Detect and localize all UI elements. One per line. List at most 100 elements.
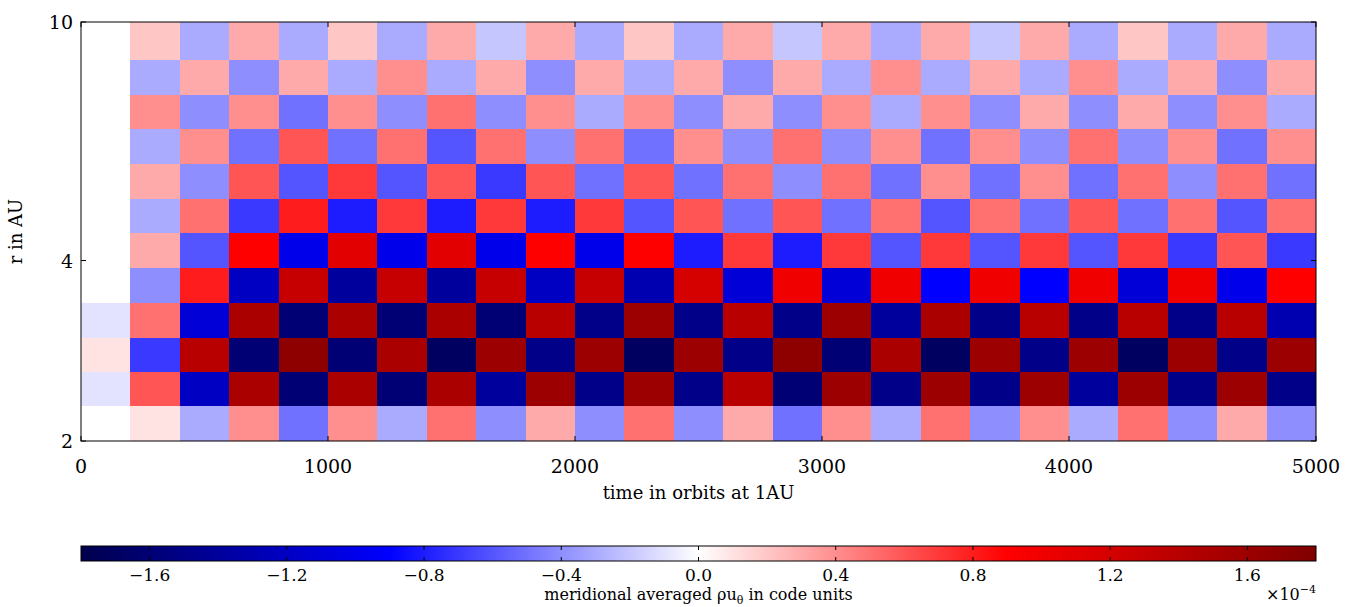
cell (279, 337, 329, 372)
cell (427, 406, 477, 441)
cell (723, 337, 773, 372)
cell (822, 233, 872, 269)
cell (624, 406, 674, 441)
cell (476, 233, 526, 269)
cell (476, 198, 526, 233)
cell (377, 198, 427, 233)
cell (427, 337, 477, 372)
cell (279, 22, 329, 60)
cell (130, 163, 180, 198)
cell (377, 268, 427, 303)
cell (1118, 59, 1168, 94)
cell (773, 129, 823, 164)
x-tick (81, 22, 82, 27)
cell (476, 94, 526, 129)
cell (871, 268, 921, 303)
cell (1118, 406, 1168, 441)
cell (1217, 129, 1267, 164)
cell (526, 233, 576, 269)
cell (871, 337, 921, 372)
cell (822, 372, 872, 407)
cell (921, 302, 971, 338)
cell (1217, 22, 1267, 60)
x-axis-title: time in orbits at 1AU (603, 482, 795, 503)
cell (674, 94, 724, 129)
cell (773, 372, 823, 407)
cell (624, 302, 674, 338)
x-tick (1316, 436, 1317, 441)
cell (1267, 302, 1316, 338)
cell (377, 163, 427, 198)
cell (871, 198, 921, 233)
cell (81, 59, 131, 94)
cell (1168, 22, 1218, 60)
cell (1020, 406, 1070, 441)
cell (822, 94, 872, 129)
cell (526, 163, 576, 198)
cell (229, 198, 279, 233)
y-tick (1311, 260, 1316, 261)
cell (674, 268, 724, 303)
cell (377, 129, 427, 164)
cell (526, 406, 576, 441)
cell (1020, 22, 1070, 60)
cell (328, 337, 378, 372)
cell (1020, 163, 1070, 198)
cell (476, 129, 526, 164)
cell (822, 337, 872, 372)
cell (229, 372, 279, 407)
cell (575, 233, 625, 269)
cell (476, 302, 526, 338)
cell (328, 198, 378, 233)
x-tick-label: 1000 (304, 455, 352, 477)
colorbar-tick (698, 557, 699, 561)
cell (1020, 94, 1070, 129)
chart: 0100020003000400050002410time in orbits … (0, 0, 1354, 607)
cell (1168, 302, 1218, 338)
cell (328, 406, 378, 441)
colorbar-multiplier: ×10−4 (1266, 583, 1316, 604)
cell (921, 337, 971, 372)
colorbar-tick (1247, 546, 1248, 550)
x-tick (575, 436, 576, 441)
cell (279, 129, 329, 164)
cell (1118, 233, 1168, 269)
cell (871, 129, 921, 164)
cell (674, 406, 724, 441)
cell (427, 22, 477, 60)
cell (130, 406, 180, 441)
cell (1168, 163, 1218, 198)
cell (773, 302, 823, 338)
multiplier-exp: −4 (1300, 583, 1316, 596)
colorbar-tick (561, 546, 562, 550)
cell (180, 337, 230, 372)
cell (526, 372, 576, 407)
y-tick (81, 260, 86, 261)
cell (130, 372, 180, 407)
cell (871, 406, 921, 441)
x-tick (822, 22, 823, 27)
cell (328, 268, 378, 303)
cell (1217, 163, 1267, 198)
cell (526, 302, 576, 338)
cell (180, 302, 230, 338)
cell (229, 94, 279, 129)
cell (81, 233, 131, 269)
colorbar-tick (286, 557, 287, 561)
cell (1118, 268, 1168, 303)
cell (526, 268, 576, 303)
cell (377, 233, 427, 269)
cell (1069, 233, 1119, 269)
cell (180, 198, 230, 233)
x-tick (81, 436, 82, 441)
cell (229, 337, 279, 372)
cell (773, 406, 823, 441)
y-tick-label: 10 (49, 11, 73, 33)
cell (526, 198, 576, 233)
cell (180, 233, 230, 269)
cell (1217, 268, 1267, 303)
cell (970, 302, 1020, 338)
cell (723, 163, 773, 198)
cell (822, 163, 872, 198)
cell (723, 268, 773, 303)
